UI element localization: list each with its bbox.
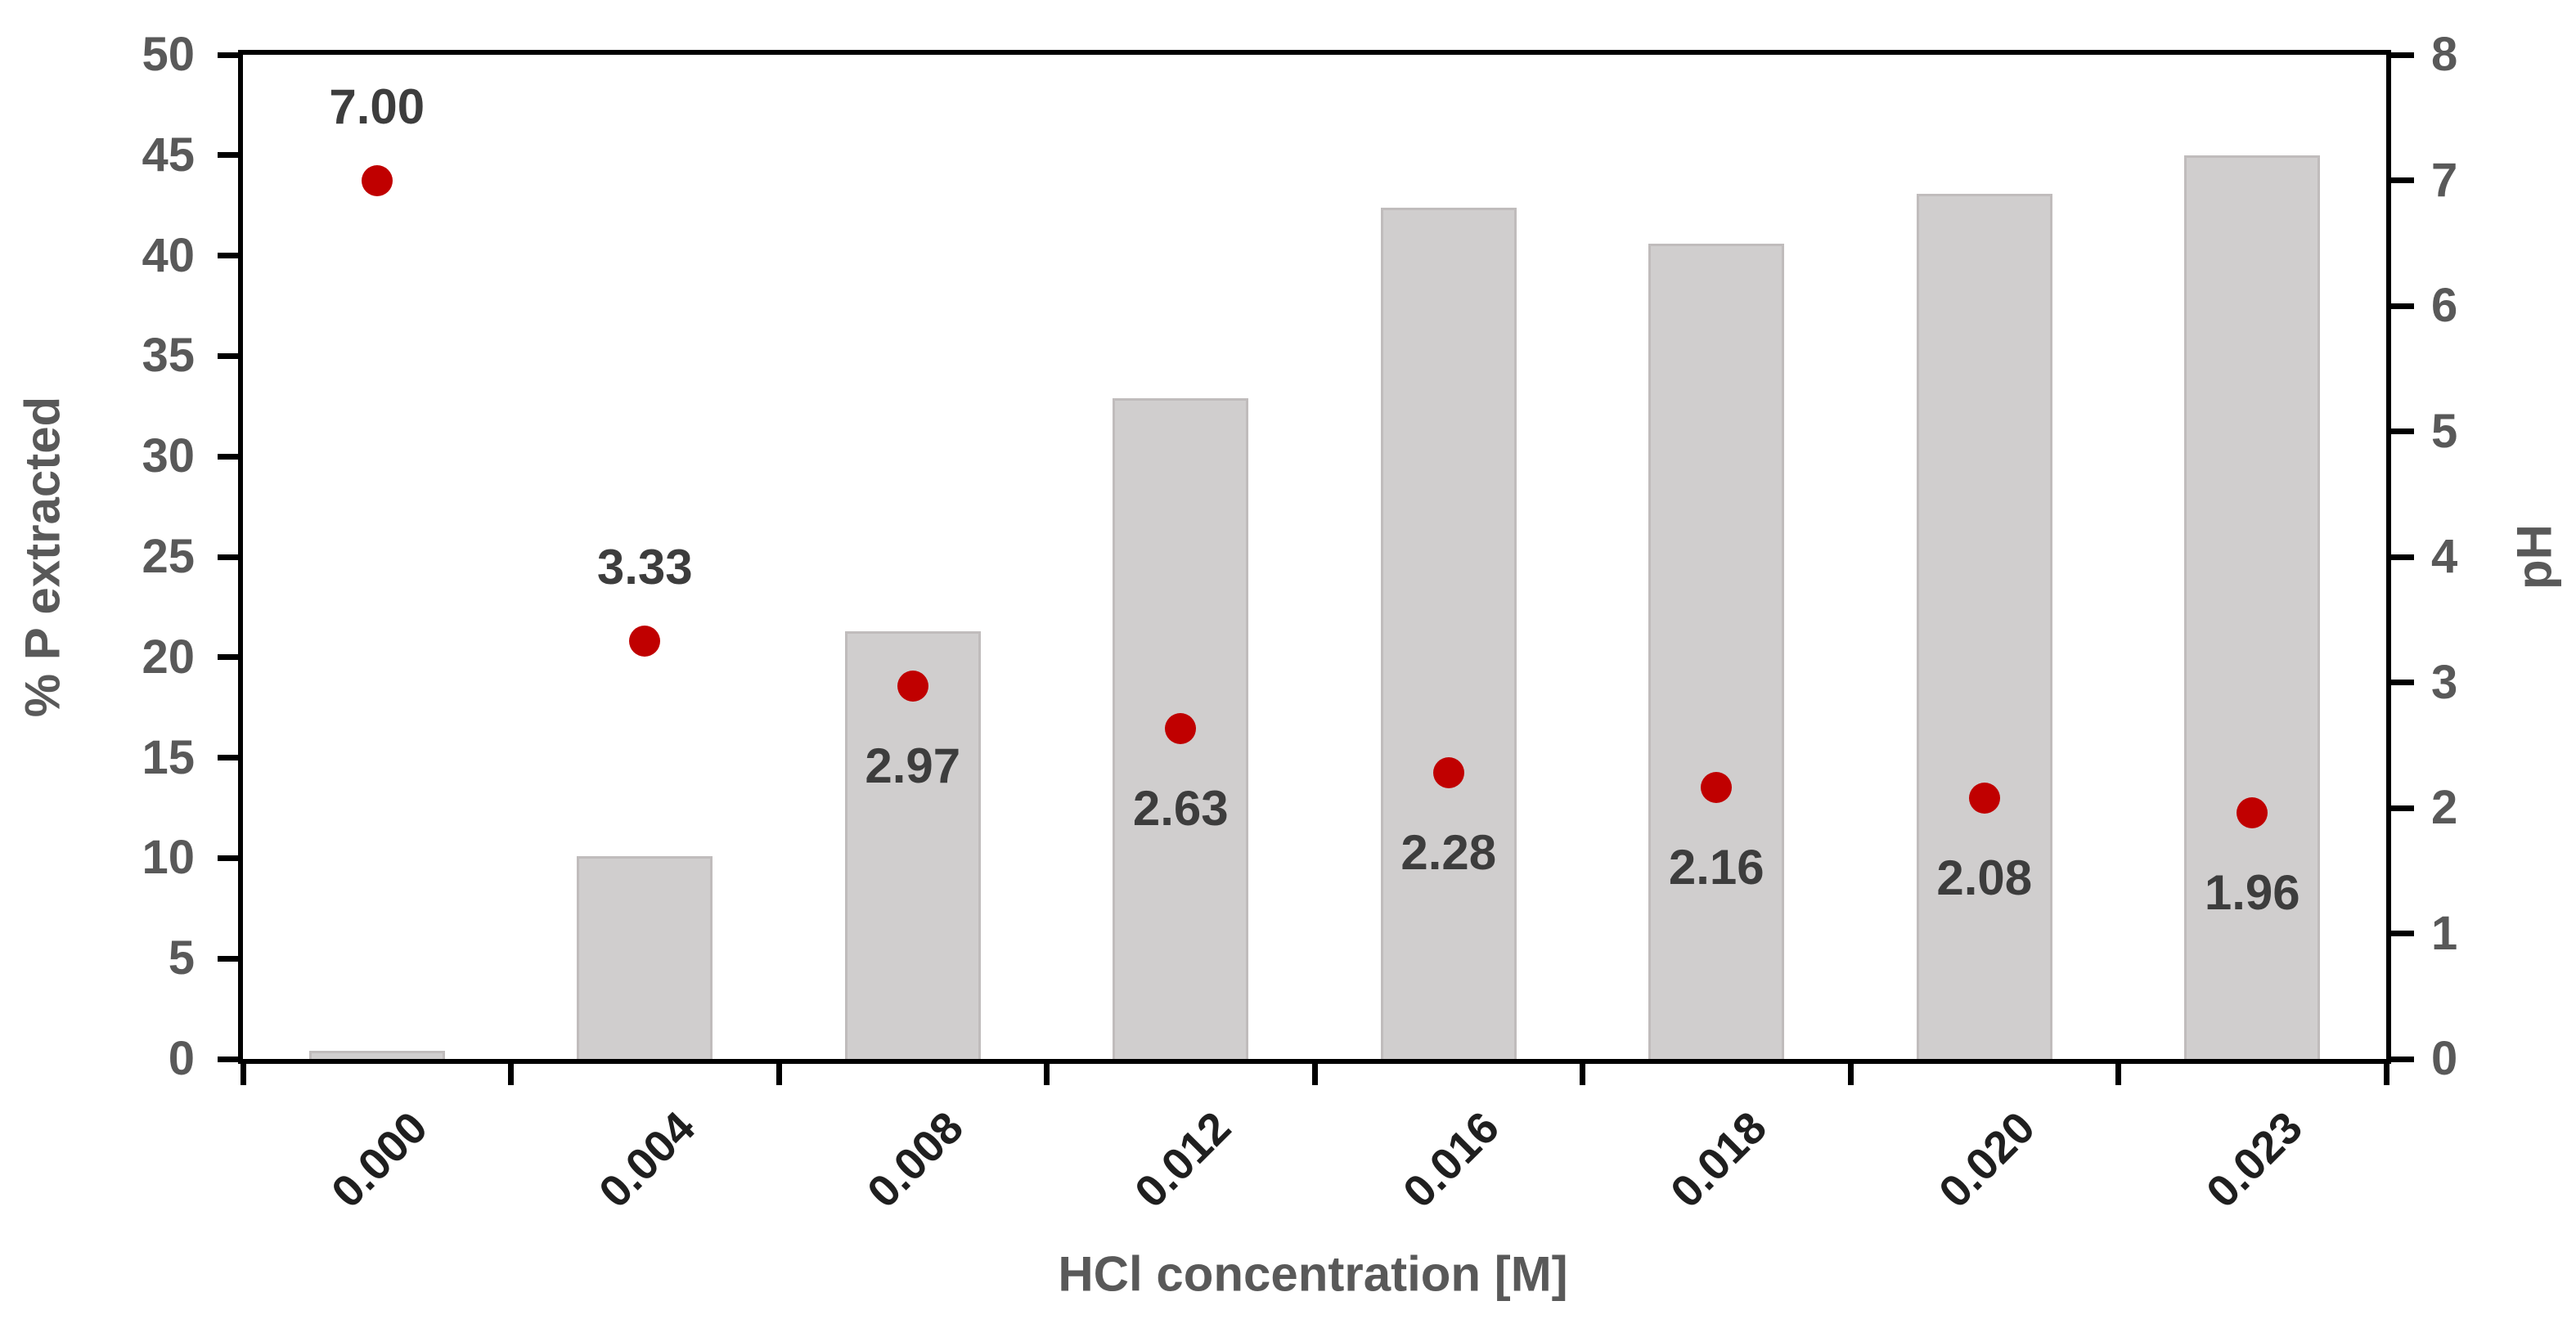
ph-data-label: 7.00 — [329, 79, 425, 134]
y-axis-tick-label: 20 — [142, 630, 195, 684]
y-axis-tick-label: 25 — [142, 530, 195, 583]
y-axis-tick — [218, 554, 243, 560]
ph-axis-tick — [2389, 680, 2414, 685]
ph-axis-tick-label: 1 — [2431, 906, 2458, 960]
ph-marker — [1968, 782, 2000, 814]
y-axis-tick-label: 0 — [168, 1032, 195, 1085]
x-axis-tick — [1847, 1064, 1854, 1085]
ph-data-label: 2.63 — [1132, 781, 1229, 837]
ph-axis-tick — [2389, 931, 2414, 936]
ph-axis-tick-label: 6 — [2431, 279, 2458, 332]
ph-axis-tick-label: 0 — [2431, 1032, 2458, 1085]
ph-axis-tick-label: 7 — [2431, 153, 2458, 207]
x-axis-tick-label: 0.020 — [1928, 1101, 2044, 1218]
y-axis-tick — [218, 755, 243, 761]
x-axis-tick — [2383, 1064, 2389, 1085]
ph-axis-tick-label: 8 — [2431, 28, 2458, 81]
y-axis-tick-label: 45 — [142, 128, 195, 182]
y-axis-tick — [218, 1056, 243, 1062]
ph-axis-tick — [2389, 177, 2414, 183]
bar-0.023 — [2184, 155, 2321, 1059]
ph-data-label: 2.97 — [865, 738, 961, 794]
y-axis-tick — [218, 955, 243, 962]
ph-data-label: 1.96 — [2204, 865, 2300, 921]
x-axis-title: HCl concentration [M] — [1058, 1246, 1568, 1302]
y-axis-tick-label: 35 — [142, 329, 195, 383]
bar-0.004 — [577, 855, 713, 1059]
y-axis-tick-label: 15 — [142, 730, 195, 784]
ph-axis-tick-label: 2 — [2431, 781, 2458, 834]
x-axis-tick — [1311, 1064, 1318, 1085]
x-axis-tick — [1044, 1064, 1050, 1085]
x-axis-tick — [775, 1064, 782, 1085]
ph-axis-tick-label: 4 — [2431, 530, 2458, 583]
y-axis-tick — [218, 152, 243, 159]
y-axis-tick-label: 30 — [142, 429, 195, 483]
x-axis-tick-label: 0.023 — [2196, 1101, 2313, 1218]
ph-marker — [1165, 713, 1197, 745]
ph-marker — [2237, 797, 2268, 829]
y-axis-tick — [218, 855, 243, 861]
y-axis-tick-label: 10 — [142, 831, 195, 885]
y-axis-tick-label: 5 — [168, 931, 195, 985]
x-axis-tick-label: 0.000 — [321, 1101, 437, 1218]
ph-data-label: 2.08 — [1936, 850, 2033, 905]
y-axis-tick — [218, 453, 243, 460]
bar-0.018 — [1648, 243, 1785, 1059]
ph-marker — [1701, 772, 1733, 804]
y-axis-tick — [218, 352, 243, 359]
ph-axis-tick-label: 3 — [2431, 655, 2458, 709]
bar-0.000 — [308, 1051, 445, 1059]
plot-area — [238, 50, 2391, 1064]
y-axis-tick-label: 50 — [142, 28, 195, 81]
x-axis-tick — [240, 1064, 246, 1085]
plot-inner — [243, 55, 2386, 1059]
ph-marker — [361, 164, 393, 196]
x-axis-tick — [2115, 1064, 2121, 1085]
bar-0.020 — [1916, 193, 2052, 1059]
x-axis-tick-label: 0.018 — [1661, 1101, 1777, 1218]
ph-marker — [897, 671, 928, 702]
ph-data-label: 2.16 — [1668, 840, 1765, 895]
y-axis-tick-label: 40 — [142, 228, 195, 282]
ph-data-label: 3.33 — [596, 539, 693, 594]
ph-axis-tick — [2389, 554, 2414, 560]
ph-data-label: 2.28 — [1400, 825, 1497, 880]
x-axis-tick — [1580, 1064, 1585, 1085]
bar-0.016 — [1380, 207, 1517, 1059]
ph-axis-tick-label: 5 — [2431, 404, 2458, 458]
ph-axis-tick — [2389, 52, 2414, 58]
x-axis-tick — [508, 1064, 514, 1085]
ph-axis-tick — [2389, 303, 2414, 309]
y-axis-tick — [218, 52, 243, 58]
x-axis-tick-label: 0.008 — [856, 1101, 973, 1218]
ph-marker — [629, 625, 661, 657]
ph-marker — [1432, 757, 1464, 788]
bar-0.008 — [844, 630, 981, 1059]
ph-axis-tick — [2389, 428, 2414, 434]
y-axis-tick — [218, 253, 243, 259]
ph-axis-tick — [2389, 805, 2414, 811]
ph-axis-tick — [2389, 1056, 2414, 1062]
y-axis-tick — [218, 654, 243, 661]
x-axis-tick-label: 0.004 — [589, 1101, 705, 1218]
